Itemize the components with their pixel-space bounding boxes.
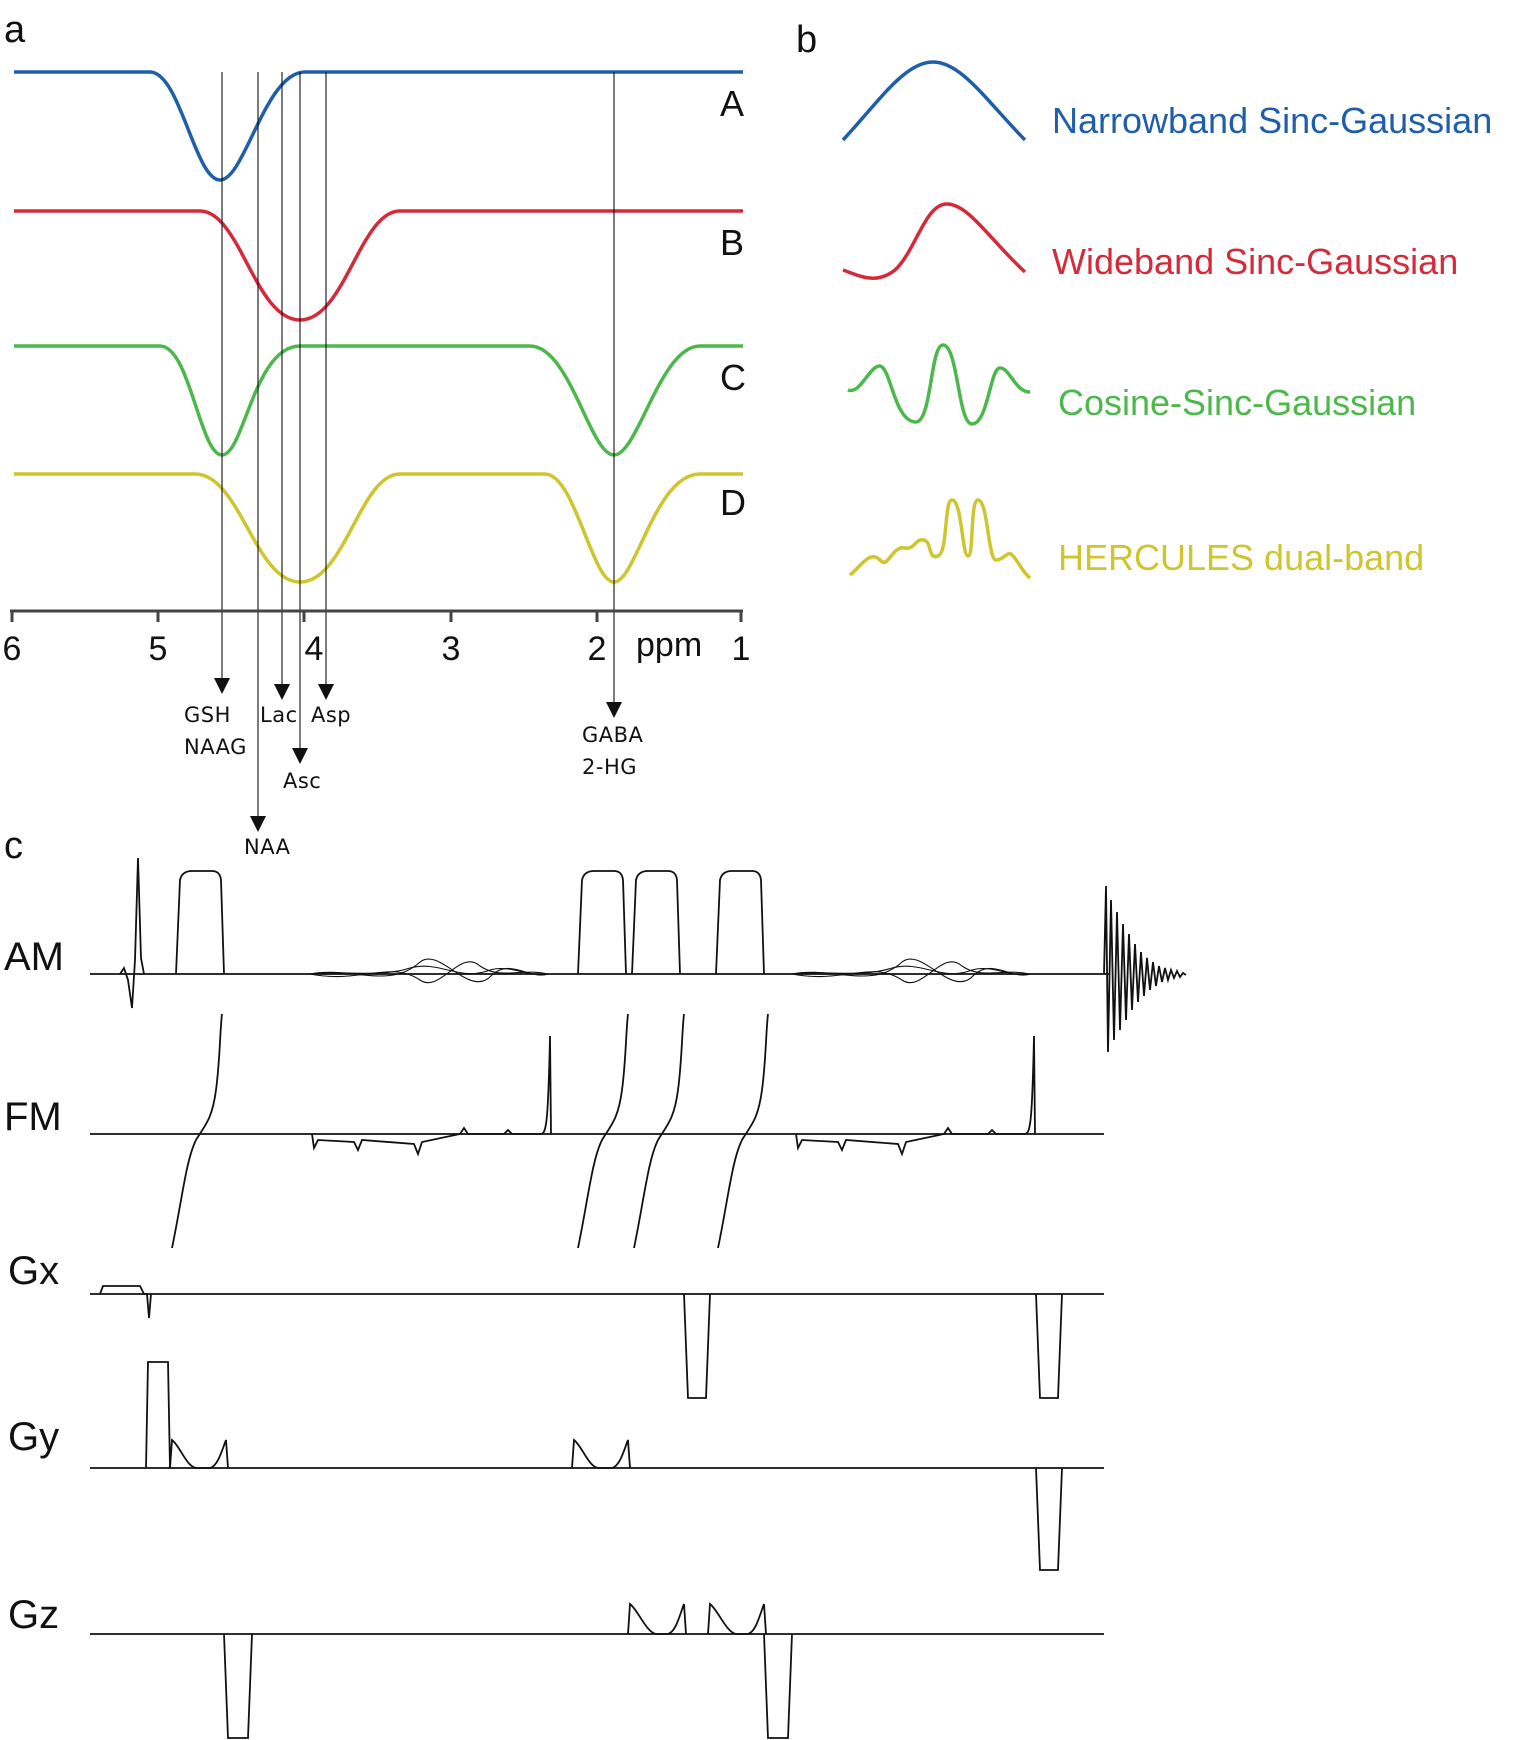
channel-label-gy: Gy — [8, 1415, 59, 1459]
gz-waveform — [90, 1602, 1104, 1739]
tick-label: 6 — [3, 630, 22, 668]
legend-label-narrowband: Narrowband Sinc-Gaussian — [1052, 100, 1492, 141]
am-editing-pulse-2 — [791, 958, 1031, 983]
fm-editing-1 — [311, 1035, 552, 1157]
gx-waveform — [90, 1285, 1104, 1399]
profile-letter-b: B — [720, 222, 744, 263]
profile-curve-a — [14, 70, 743, 182]
gx-crusher-2 — [1035, 1293, 1063, 1399]
marker-arrow-lac — [274, 684, 290, 700]
am-waveform — [90, 857, 1187, 1053]
channel-label-am: AM — [4, 935, 64, 979]
narrowband-waveform-icon — [841, 60, 1027, 142]
marker-arrow-asp — [318, 684, 334, 700]
profile-curve-b — [14, 209, 743, 322]
fm-waveform — [90, 1013, 1104, 1249]
am-excitation-pulse — [119, 857, 145, 1009]
marker-arrow-naa — [250, 816, 266, 832]
gy-crusher-pair-1 — [169, 1438, 229, 1469]
fm-sweep-4 — [717, 1013, 769, 1249]
gy-crusher-pair-2 — [571, 1438, 631, 1469]
am-refocus-pulse-3 — [631, 870, 681, 975]
profile-letter-a: A — [720, 83, 744, 124]
gx-slice-select — [99, 1285, 152, 1319]
am-fid-signal — [1103, 885, 1187, 1053]
profile-curves — [14, 70, 743, 584]
axis-unit: ppm — [636, 626, 702, 664]
legend: Narrowband Sinc-Gaussian Wideband Sinc-G… — [841, 60, 1492, 580]
marker-arrow-gsh — [214, 678, 230, 694]
gz-slice-pair-1 — [627, 1602, 687, 1635]
channel-label-fm: FM — [4, 1095, 62, 1139]
am-refocus-pulse-2 — [577, 870, 627, 975]
gz-slice-pair-2 — [707, 1602, 767, 1635]
metabolite-label-asc: Asc — [283, 769, 321, 793]
tick-label: 2 — [588, 630, 607, 668]
profile-letter-d: D — [720, 482, 746, 523]
profile-curve-d — [14, 472, 743, 584]
am-refocus-pulse-4 — [715, 870, 765, 975]
gz-crusher-2 — [763, 1633, 793, 1739]
marker-arrow-gaba — [606, 702, 622, 718]
cosine-waveform-icon — [847, 343, 1031, 426]
wideband-waveform-icon — [842, 202, 1027, 280]
gy-slice-select — [145, 1361, 171, 1469]
hercules-waveform-icon — [848, 498, 1032, 580]
profile-curve-c — [14, 344, 743, 457]
am-editing-pulse-1 — [309, 958, 549, 983]
ppm-axis: 6 5 4 3 2 1 ppm — [3, 609, 751, 668]
fm-sweep-2 — [577, 1013, 629, 1249]
tick-label: 1 — [732, 630, 751, 668]
legend-label-wideband: Wideband Sinc-Gaussian — [1052, 241, 1458, 282]
gy-waveform — [90, 1361, 1104, 1571]
tick-label: 3 — [442, 630, 461, 668]
metabolite-label-asp: Asp — [311, 703, 351, 727]
metabolite-label-naa: NAA — [244, 835, 291, 859]
channel-label-gx: Gx — [8, 1249, 59, 1293]
gx-crusher-1 — [683, 1293, 711, 1399]
legend-label-hercules: HERCULES dual-band — [1058, 537, 1424, 578]
gz-crusher-1 — [223, 1633, 253, 1739]
metabolite-label-2hg: 2-HG — [582, 755, 637, 779]
profile-letter-c: C — [720, 357, 746, 398]
marker-arrow-asc — [292, 748, 308, 764]
metabolite-label-naag: NAAG — [184, 735, 247, 759]
fm-editing-2 — [795, 1035, 1036, 1157]
gy-crusher-3 — [1035, 1467, 1063, 1571]
panel-b-letter: b — [796, 19, 817, 61]
channel-label-gz: Gz — [8, 1593, 59, 1637]
metabolite-label-gaba: GABA — [582, 723, 644, 747]
panel-c-letter: c — [4, 825, 23, 867]
am-refocus-pulse-1 — [175, 870, 225, 975]
fm-sweep-3 — [633, 1013, 685, 1249]
metabolite-label-lac: Lac — [260, 703, 298, 727]
fm-sweep-1 — [171, 1013, 223, 1249]
legend-label-cosine: Cosine-Sinc-Gaussian — [1058, 382, 1416, 423]
metabolite-label-gsh: GSH — [184, 703, 231, 727]
tick-label: 5 — [149, 630, 168, 668]
tick-label: 4 — [305, 630, 324, 668]
metabolite-markers — [214, 72, 622, 832]
panel-a-letter: a — [4, 9, 26, 51]
